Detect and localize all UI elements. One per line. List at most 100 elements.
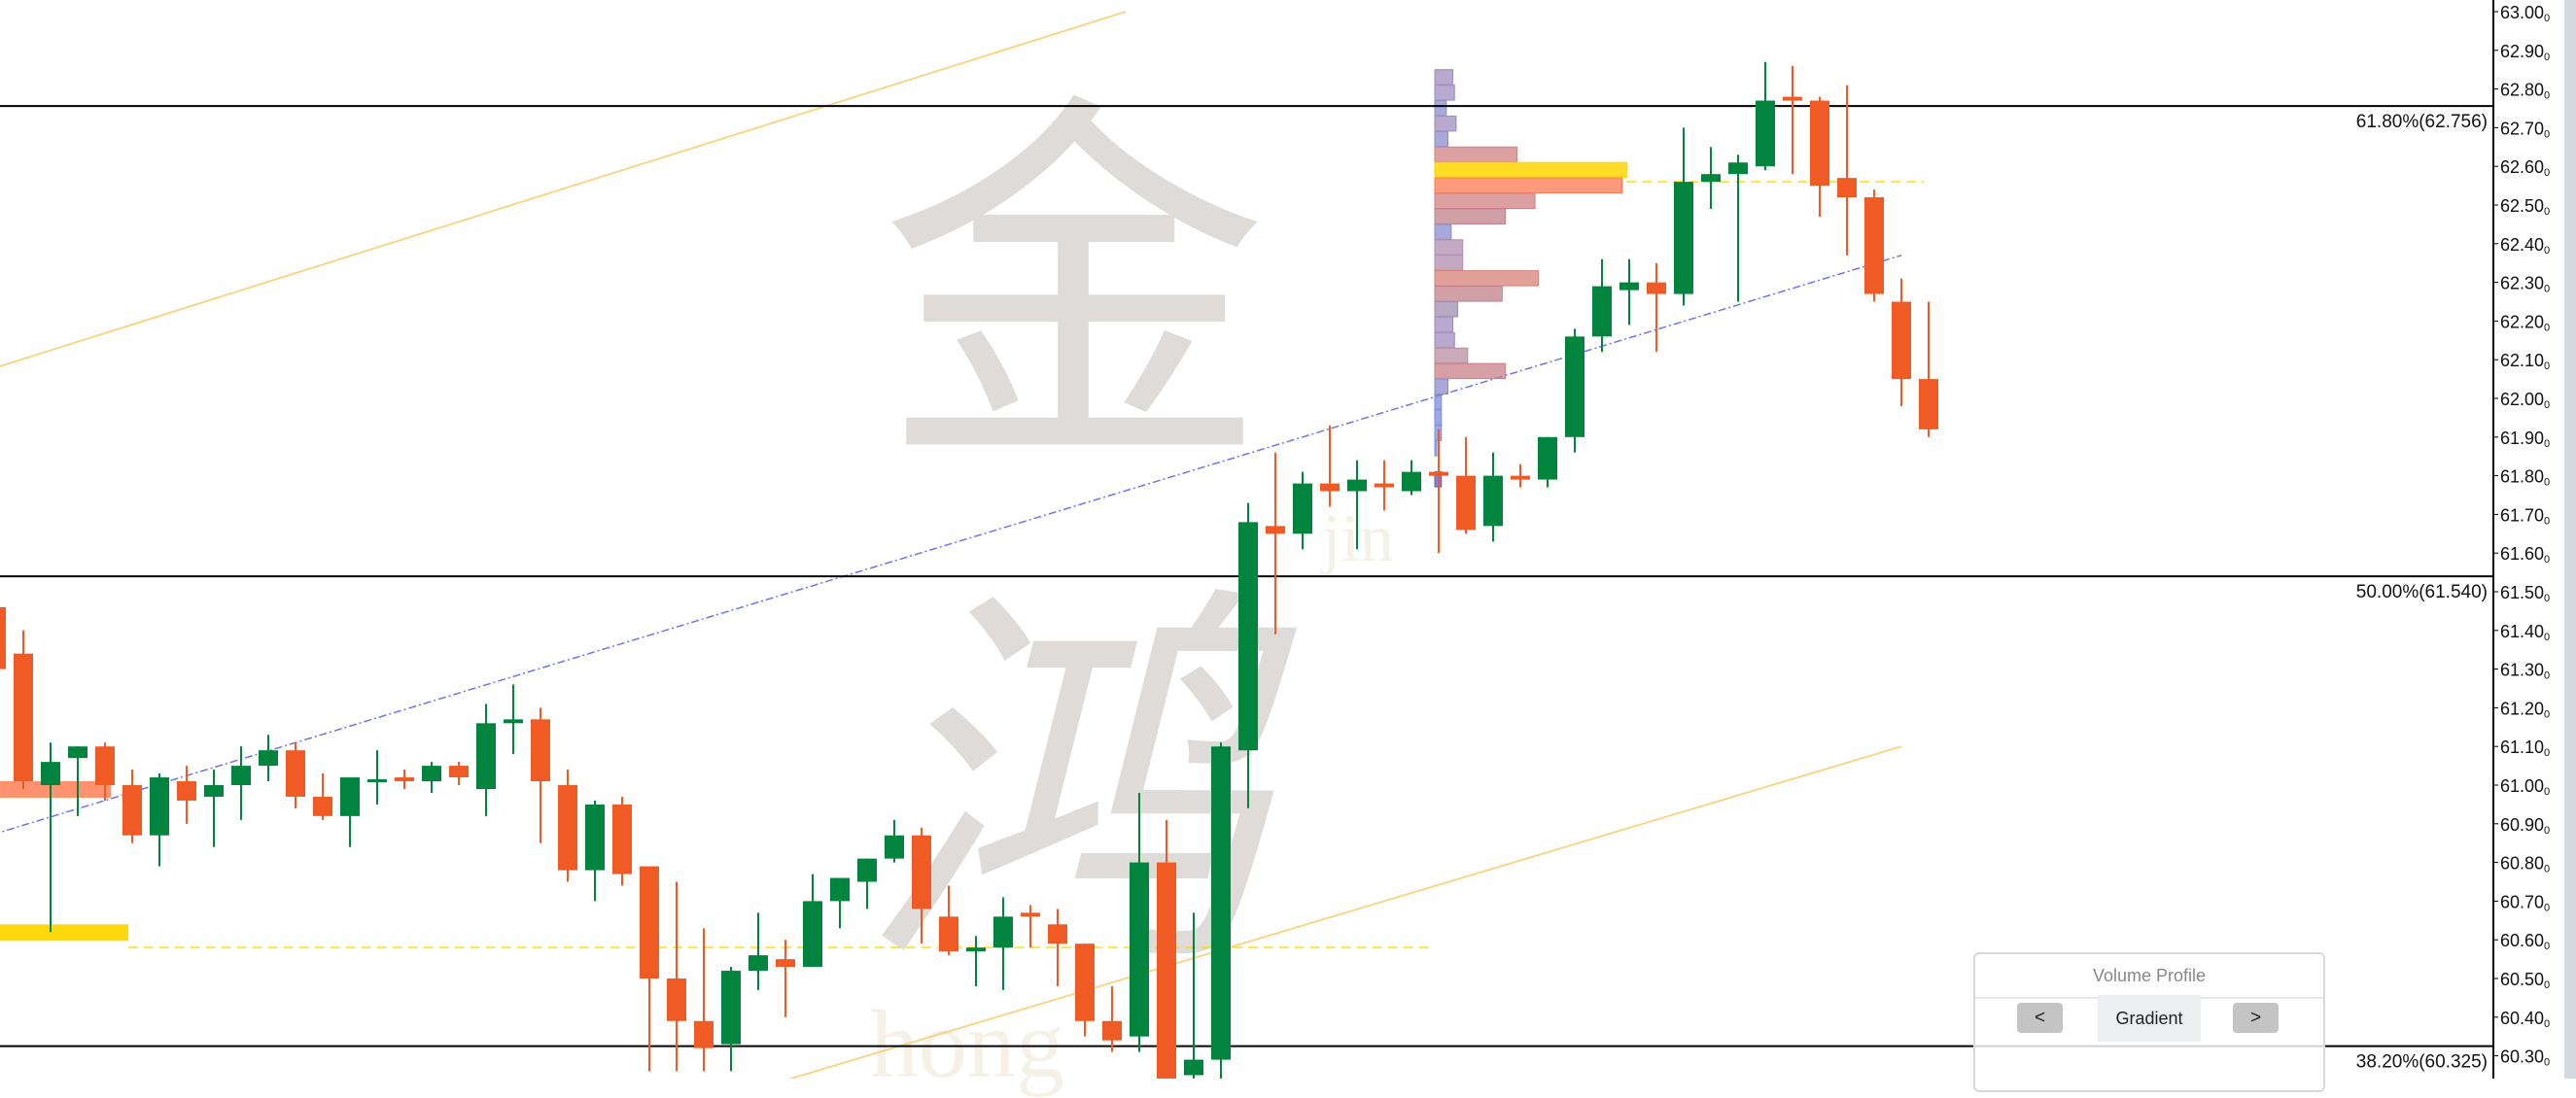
upper-channel-trendline bbox=[0, 11, 1127, 367]
price-axis-label: 62.000 bbox=[2500, 390, 2550, 411]
price-axis-label: 62.300 bbox=[2500, 274, 2550, 295]
price-axis-background bbox=[2493, 0, 2564, 1079]
price-axis-label: 60.500 bbox=[2500, 970, 2550, 991]
candle-body bbox=[558, 785, 577, 871]
candle-body bbox=[885, 835, 904, 859]
candle-body bbox=[531, 719, 550, 782]
previous-mode-button[interactable]: < bbox=[2017, 1003, 2063, 1033]
price-axis-label: 62.500 bbox=[2500, 196, 2550, 218]
candle-body bbox=[1511, 475, 1530, 480]
candle-body bbox=[367, 779, 387, 783]
candle bbox=[1511, 463, 1530, 488]
candle bbox=[1184, 912, 1203, 1079]
candle-body bbox=[1483, 475, 1503, 527]
candle bbox=[1130, 792, 1149, 1052]
candle-body bbox=[1701, 174, 1721, 183]
volume-profile-bar bbox=[1434, 255, 1464, 271]
candle bbox=[1102, 985, 1122, 1052]
candle bbox=[1756, 61, 1775, 171]
candle bbox=[667, 881, 686, 1072]
candle-body bbox=[122, 785, 142, 836]
volume-profile-bar bbox=[1434, 208, 1507, 224]
candle bbox=[422, 762, 441, 793]
volume-profile-bar bbox=[0, 780, 112, 798]
candle-body bbox=[748, 955, 768, 972]
candle-body bbox=[449, 766, 469, 778]
candle bbox=[1565, 328, 1584, 453]
candle bbox=[1021, 905, 1040, 948]
candle bbox=[449, 762, 469, 785]
price-axis-label: 60.900 bbox=[2500, 815, 2550, 837]
candle-body bbox=[422, 766, 441, 782]
price-axis-label: 61.600 bbox=[2500, 544, 2550, 566]
candle bbox=[1320, 425, 1340, 507]
fib-level-label: 38.20%(60.325) bbox=[2356, 1052, 2488, 1073]
candle bbox=[993, 897, 1013, 990]
candle bbox=[14, 630, 33, 789]
candle-body bbox=[640, 866, 659, 978]
candle-body bbox=[1538, 436, 1557, 480]
volume-profile-bar bbox=[1434, 100, 1447, 117]
candle bbox=[1157, 819, 1176, 1079]
volume-profile-bar bbox=[1434, 239, 1464, 256]
candle-body bbox=[939, 916, 958, 952]
candle-body bbox=[1293, 483, 1312, 534]
volume-profile-bar bbox=[1434, 394, 1443, 410]
vertical-scrollbar[interactable] bbox=[2564, 0, 2576, 1079]
candle bbox=[966, 936, 986, 986]
candle bbox=[585, 800, 605, 902]
candle-body bbox=[1619, 282, 1639, 291]
candle-body bbox=[1402, 471, 1421, 492]
volume-profile-bar bbox=[1434, 300, 1459, 318]
price-axis-label: 62.700 bbox=[2500, 119, 2550, 140]
candle bbox=[1238, 502, 1258, 808]
candle-body bbox=[177, 781, 196, 801]
candle-body bbox=[1130, 862, 1149, 1037]
next-mode-button[interactable]: > bbox=[2233, 1003, 2279, 1033]
candle-body bbox=[95, 746, 115, 785]
candle bbox=[1483, 452, 1503, 542]
candle-body bbox=[1864, 197, 1884, 294]
candle bbox=[1538, 436, 1557, 488]
candle bbox=[367, 750, 387, 805]
candle bbox=[1266, 452, 1285, 635]
candle-body bbox=[1157, 862, 1176, 1079]
candle bbox=[177, 766, 196, 824]
candle bbox=[1810, 96, 1829, 217]
candle-body bbox=[1266, 526, 1285, 534]
volume-profile-bar bbox=[1434, 146, 1517, 163]
candle bbox=[885, 819, 904, 863]
candle-body bbox=[1783, 96, 1802, 101]
candle-body bbox=[0, 606, 6, 669]
price-axis-label: 60.300 bbox=[2500, 1047, 2550, 1069]
candle-body bbox=[150, 777, 169, 836]
fib-level-label: 61.80%(62.756) bbox=[2356, 112, 2488, 132]
price-axis-label: 61.900 bbox=[2500, 429, 2550, 450]
candle-body bbox=[667, 978, 686, 1021]
price-axis-label: 61.100 bbox=[2500, 738, 2550, 759]
volume-profile-bar bbox=[1434, 115, 1457, 132]
candle bbox=[0, 606, 6, 669]
volume-profile-bar bbox=[1434, 378, 1449, 395]
candle-body bbox=[340, 777, 360, 816]
candle-body bbox=[1048, 924, 1067, 944]
candle-body bbox=[857, 858, 877, 882]
volume-profile-bar bbox=[1434, 177, 1623, 194]
candle bbox=[939, 885, 958, 956]
candle-body bbox=[1429, 471, 1448, 476]
candle-body bbox=[1320, 483, 1340, 492]
candle-body bbox=[1565, 336, 1584, 437]
candle bbox=[531, 707, 550, 843]
candle bbox=[803, 874, 822, 968]
price-axis-label: 61.400 bbox=[2500, 622, 2550, 643]
candle-body bbox=[1674, 182, 1693, 294]
candle bbox=[95, 742, 115, 801]
volume-profile-bar bbox=[1434, 161, 1628, 179]
mid-trend-trendline bbox=[0, 255, 1902, 834]
candle-body bbox=[395, 777, 414, 782]
price-axis-label: 62.900 bbox=[2500, 42, 2550, 63]
price-axis-label: 62.100 bbox=[2500, 351, 2550, 372]
candle bbox=[231, 746, 251, 820]
candle-body bbox=[912, 835, 931, 909]
